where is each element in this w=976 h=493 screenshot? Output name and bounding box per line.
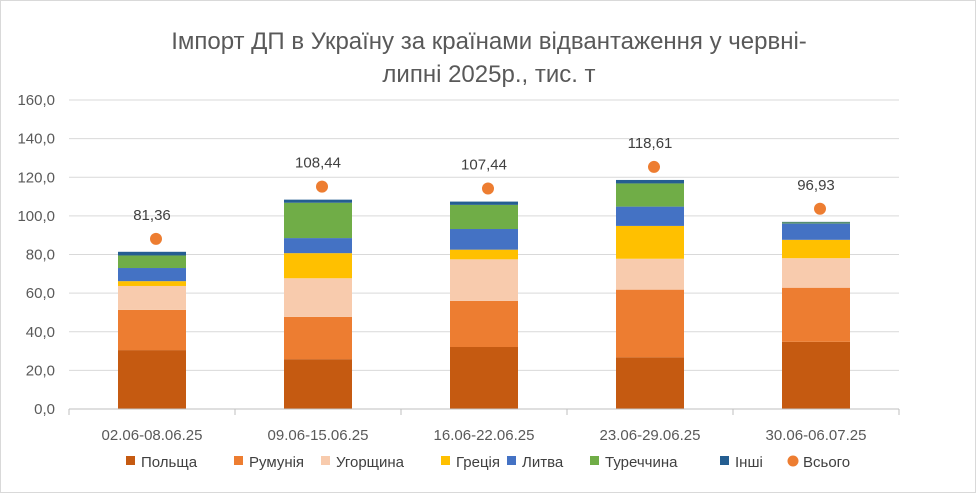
chart-title-line-2: липні 2025р., тис. т bbox=[382, 61, 595, 88]
bar-segment bbox=[284, 202, 352, 239]
bar-segment bbox=[118, 251, 186, 256]
bar-segment bbox=[118, 309, 186, 351]
bar-segment bbox=[450, 347, 518, 409]
legend: Польща Румунія Угорщина Греція Литва Туреччин… bbox=[126, 454, 850, 471]
legend-swatch bbox=[321, 456, 330, 465]
y-tick-label: 160,0 bbox=[17, 92, 55, 109]
y-tick-label: 20,0 bbox=[26, 362, 55, 379]
bar-segment bbox=[284, 278, 352, 317]
bar-segment bbox=[284, 199, 352, 203]
legend-swatch bbox=[720, 456, 729, 465]
legend-swatch bbox=[590, 456, 599, 465]
legend-label: Всього bbox=[803, 454, 850, 471]
bar-segment bbox=[616, 357, 684, 409]
bar-segment bbox=[118, 268, 186, 282]
y-tick-label: 40,0 bbox=[26, 324, 55, 341]
total-point bbox=[316, 180, 328, 193]
total-data-label: 96,93 bbox=[797, 177, 835, 194]
legend-label: Інші bbox=[735, 454, 763, 471]
legend-swatch bbox=[234, 456, 243, 465]
bar-segment bbox=[450, 201, 518, 205]
total-point bbox=[150, 232, 162, 245]
bar-segment bbox=[284, 316, 352, 360]
bar-segment bbox=[782, 223, 850, 240]
legend-label: Литва bbox=[522, 454, 564, 471]
y-tick-label: 80,0 bbox=[26, 247, 55, 264]
total-point bbox=[648, 160, 660, 173]
x-tick-label: 16.06-22.06.25 bbox=[434, 427, 535, 444]
bar-segment bbox=[616, 258, 684, 290]
bar-segment bbox=[782, 341, 850, 409]
bar-segment bbox=[616, 225, 684, 259]
bar-segment bbox=[616, 179, 684, 184]
x-tick-label: 09.06-15.06.25 bbox=[268, 427, 369, 444]
bar-segment bbox=[782, 221, 850, 223]
bar-segment bbox=[450, 204, 518, 230]
legend-label: Румунія bbox=[249, 454, 304, 471]
chart-title-line-1: Імпорт ДП в Україну за країнами відванта… bbox=[171, 28, 807, 55]
total-data-label: 108,44 bbox=[295, 155, 341, 172]
bar-segment bbox=[284, 359, 352, 409]
bar-segment bbox=[284, 253, 352, 279]
y-tick-label: 140,0 bbox=[17, 131, 55, 148]
axes: 0,0 20,0 40,0 60,0 80,0 100,0 120,0 140,0 160,0 0… bbox=[17, 92, 900, 444]
total-data-label: 81,36 bbox=[133, 207, 171, 224]
bar-segment bbox=[118, 281, 186, 286]
bar-segment bbox=[616, 289, 684, 358]
bar-segment bbox=[782, 222, 850, 224]
total-data-label: 107,44 bbox=[461, 157, 507, 174]
x-tick-label: 30.06-06.07.25 bbox=[766, 427, 867, 444]
bar-stacks bbox=[118, 179, 850, 409]
y-tick-label: 100,0 bbox=[17, 208, 55, 225]
legend-swatch bbox=[507, 456, 516, 465]
x-tick-label: 02.06-08.06.25 bbox=[102, 427, 203, 444]
bar-segment bbox=[450, 249, 518, 260]
bar-segment bbox=[118, 285, 186, 310]
bar-segment bbox=[616, 183, 684, 207]
bar-segment bbox=[782, 239, 850, 259]
bar-segment bbox=[284, 238, 352, 254]
legend-swatch bbox=[441, 456, 450, 465]
bar-segment bbox=[118, 350, 186, 409]
total-point bbox=[814, 202, 826, 215]
bar-segment bbox=[782, 287, 850, 342]
bar-segment bbox=[118, 255, 186, 269]
total-data-label: 118,61 bbox=[628, 135, 673, 152]
legend-marker bbox=[787, 455, 799, 467]
total-markers: 81,36 108,44 107,44 118,61 96,93 bbox=[133, 135, 835, 245]
x-tick-label: 23.06-29.06.25 bbox=[600, 427, 701, 444]
legend-label: Греція bbox=[456, 454, 500, 471]
bar-segment bbox=[616, 206, 684, 226]
bar-segment bbox=[450, 300, 518, 348]
bar-segment bbox=[450, 259, 518, 301]
legend-swatch bbox=[126, 456, 135, 465]
y-tick-label: 60,0 bbox=[26, 285, 55, 302]
bar-segment bbox=[782, 258, 850, 288]
y-tick-label: 0,0 bbox=[34, 401, 55, 418]
total-point bbox=[482, 182, 494, 195]
legend-label: Туреччина bbox=[605, 454, 678, 471]
legend-label: Польща bbox=[141, 454, 198, 471]
bar-segment bbox=[450, 229, 518, 250]
legend-label: Угорщина bbox=[336, 454, 405, 471]
y-tick-label: 120,0 bbox=[17, 169, 55, 186]
